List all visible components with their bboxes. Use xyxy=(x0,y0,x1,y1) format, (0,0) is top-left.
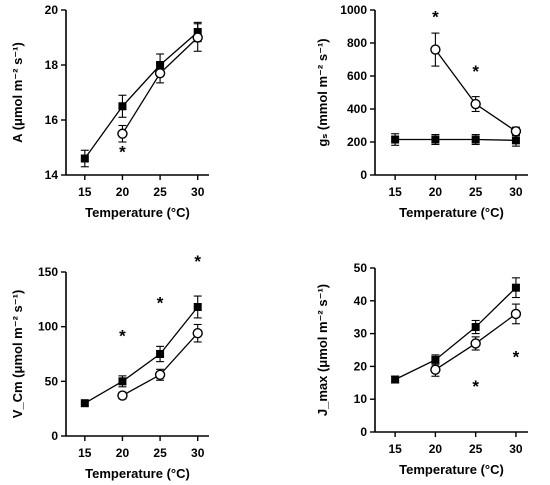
x-tick-label: 30 xyxy=(191,185,205,199)
significance-star: * xyxy=(432,8,439,27)
x-axis-title: Temperature (°C) xyxy=(399,205,504,220)
x-tick-label: 30 xyxy=(509,185,523,199)
data-point-square xyxy=(193,302,202,311)
data-point-square xyxy=(80,399,89,408)
data-point-circle xyxy=(154,369,166,380)
series-line xyxy=(394,287,517,381)
data-point-square xyxy=(118,102,127,111)
significance-star: * xyxy=(157,294,164,313)
data-point-circle xyxy=(510,308,522,320)
y-tick-label: 0 xyxy=(360,425,367,439)
x-axis-title: Temperature (°C) xyxy=(85,466,190,481)
y-tick-label: 0 xyxy=(51,429,58,443)
series-line xyxy=(122,332,199,397)
series-2 xyxy=(117,23,203,143)
data-point-square xyxy=(118,377,127,386)
y-tick-label: 14 xyxy=(45,168,59,182)
y-tick-label: 20 xyxy=(45,3,59,17)
series-2 xyxy=(117,323,203,401)
y-tick-label: 20 xyxy=(354,359,368,373)
y-tick-label: 40 xyxy=(354,294,368,308)
y-tick-label: 600 xyxy=(347,69,367,83)
y-axis-title: A (μmol m⁻² s⁻¹) xyxy=(10,42,25,143)
y-tick-label: 30 xyxy=(354,327,368,341)
series-line xyxy=(395,138,516,141)
data-point-square xyxy=(511,136,520,145)
x-tick-label: 15 xyxy=(78,446,92,460)
y-tick-label: 0 xyxy=(360,168,367,182)
y-tick-label: 50 xyxy=(45,374,59,388)
x-axis-title: Temperature (°C) xyxy=(85,205,190,220)
y-tick-label: 1000 xyxy=(340,3,367,17)
data-point-circle xyxy=(430,364,441,375)
data-point-circle xyxy=(154,68,166,79)
significance-star: * xyxy=(119,143,126,162)
y-tick-label: 18 xyxy=(45,58,59,72)
series-line xyxy=(121,37,199,135)
series-1 xyxy=(391,277,520,384)
y-tick-label: 16 xyxy=(45,113,59,127)
significance-star: * xyxy=(472,62,479,81)
x-tick-label: 20 xyxy=(429,442,443,456)
data-point-square xyxy=(431,355,440,364)
data-point-square xyxy=(156,350,165,358)
data-point-circle xyxy=(510,126,522,137)
data-point-square xyxy=(511,283,520,292)
series-1 xyxy=(80,295,202,408)
y-tick-label: 800 xyxy=(347,36,367,50)
data-point-square xyxy=(431,135,440,144)
y-tick-label: 200 xyxy=(347,135,367,149)
y-tick-label: 150 xyxy=(38,265,58,279)
x-tick-label: 25 xyxy=(153,185,167,199)
x-tick-label: 20 xyxy=(116,446,130,460)
data-point-circle xyxy=(192,328,203,339)
data-point-square xyxy=(391,375,400,384)
series-2 xyxy=(430,303,522,377)
data-point-circle xyxy=(470,98,481,110)
data-point-square xyxy=(471,323,480,332)
series-1 xyxy=(391,133,520,147)
significance-star: * xyxy=(119,326,126,345)
chart-panel-2: 0 200 400 600 800 1000 15 20 25 30 Temperature (°C… xyxy=(315,3,528,220)
y-tick-label: 50 xyxy=(354,261,368,275)
significance-star: * xyxy=(472,377,479,396)
data-point-circle xyxy=(117,390,128,401)
series-line xyxy=(84,31,199,159)
x-axis-title: Temperature (°C) xyxy=(399,462,504,477)
chart-panel-4: 0 10 20 30 40 50 15 20 25 30 Temperature (°C) J_max… xyxy=(315,261,528,477)
data-point-square xyxy=(391,135,400,144)
data-point-circle xyxy=(430,44,441,55)
series-2 xyxy=(430,32,522,137)
y-axis-title: gₛ (mmol m⁻² s⁻¹) xyxy=(315,38,330,146)
data-point-circle xyxy=(470,338,481,349)
data-point-circle xyxy=(192,32,203,43)
y-tick-label: 10 xyxy=(354,392,368,406)
y-axis-title: V_Cm (μmol m⁻² s⁻¹) xyxy=(10,290,25,419)
x-tick-label: 30 xyxy=(509,442,523,456)
significance-star: * xyxy=(194,252,201,271)
x-tick-label: 15 xyxy=(78,185,92,199)
x-tick-label: 25 xyxy=(153,446,167,460)
series-line xyxy=(84,306,199,404)
x-tick-label: 20 xyxy=(116,185,130,199)
x-tick-label: 25 xyxy=(469,442,483,456)
x-tick-label: 25 xyxy=(469,185,483,199)
data-point-circle xyxy=(117,128,128,139)
y-tick-label: 100 xyxy=(38,320,58,334)
y-tick-label: 400 xyxy=(347,102,367,116)
x-tick-label: 15 xyxy=(388,442,402,456)
series-1 xyxy=(80,21,202,168)
x-tick-label: 30 xyxy=(191,446,205,460)
significance-star: * xyxy=(513,348,520,367)
data-point-square xyxy=(80,154,89,163)
data-point-square xyxy=(471,135,480,144)
y-axis-title: J_max (μmol m⁻² s⁻¹) xyxy=(315,284,330,416)
x-tick-label: 20 xyxy=(429,185,443,199)
x-tick-label: 15 xyxy=(388,185,402,199)
